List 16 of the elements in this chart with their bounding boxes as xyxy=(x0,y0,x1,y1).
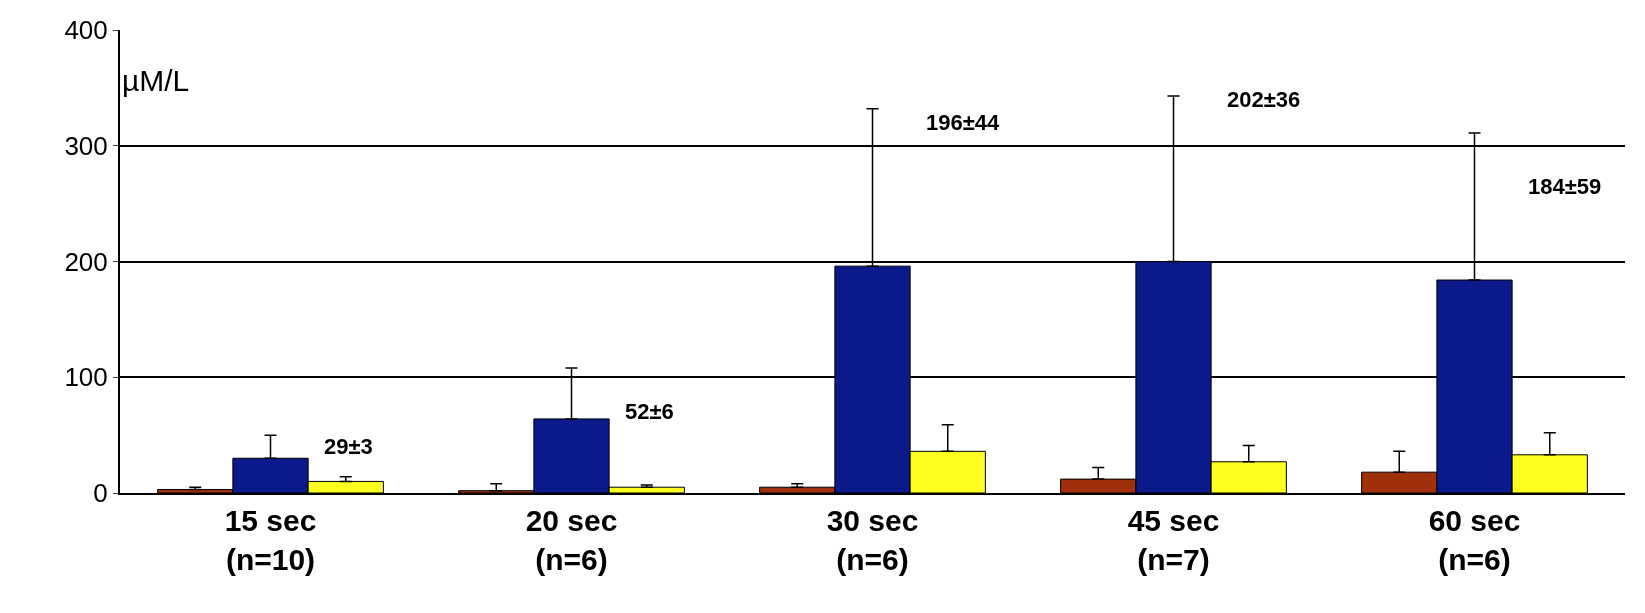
annotation: 29±3 xyxy=(324,434,373,459)
y-axis-title: µM/L xyxy=(122,64,190,97)
annotation: 196±44 xyxy=(926,110,1001,135)
x-tick-label: 60 sec (n=6) xyxy=(1428,504,1521,576)
y-tick-label: 300 xyxy=(64,130,108,161)
annotation: 52±6 xyxy=(625,399,674,424)
x-tick-label: 30 sec (n=6) xyxy=(826,504,919,576)
x-tick-label: 15 sec (n=10) xyxy=(224,504,317,576)
y-tick-label: 100 xyxy=(64,362,108,393)
y-tick-label: 400 xyxy=(64,15,108,46)
x-tick-label: 45 sec (n=7) xyxy=(1127,504,1220,576)
y-tick-label: 200 xyxy=(64,246,108,277)
x-tick-label: 20 sec (n=6) xyxy=(525,504,618,576)
y-tick-label: 0 xyxy=(93,478,108,509)
annotation: 184±59 xyxy=(1528,174,1602,199)
annotation: 202±36 xyxy=(1227,87,1301,112)
